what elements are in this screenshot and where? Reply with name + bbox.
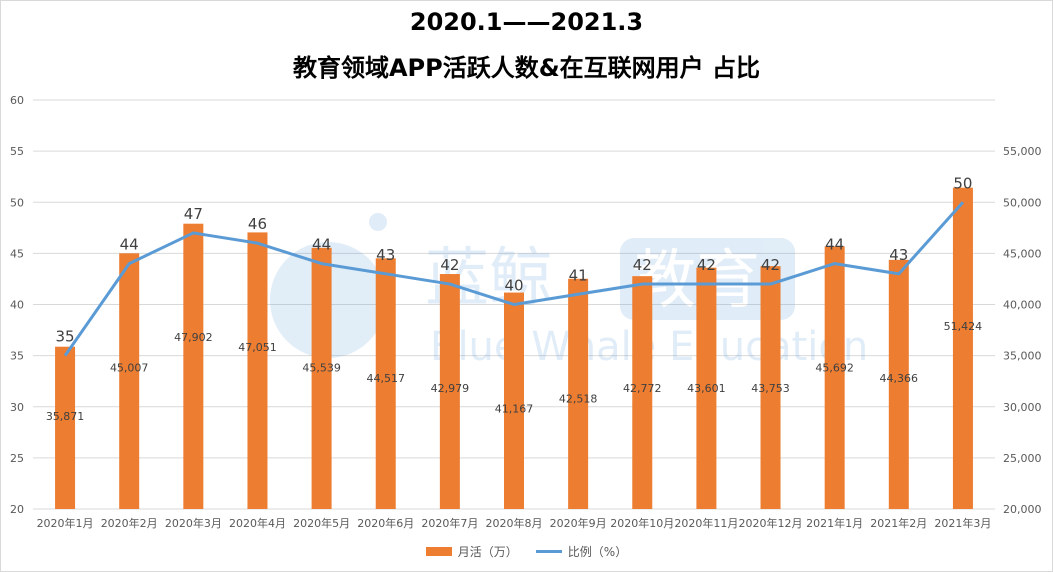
right-axis-tick-label: 35,000 xyxy=(1003,350,1042,363)
bar xyxy=(55,346,76,509)
left-axis-tick-label: 45 xyxy=(10,247,24,260)
bar xyxy=(247,232,268,510)
x-axis-tick-label: 2021年3月 xyxy=(934,516,991,530)
x-axis-tick-label: 2020年9月 xyxy=(550,516,607,530)
x-axis-tick-label: 2020年3月 xyxy=(165,516,222,530)
bar-data-label: 42,518 xyxy=(559,392,598,405)
x-axis-tick-label: 2020年10月 xyxy=(610,516,674,530)
line-data-label: 42 xyxy=(440,256,459,274)
bar-data-label: 44,517 xyxy=(366,372,405,385)
svg-text:教育: 教育 xyxy=(632,244,760,318)
bar-data-label: 42,979 xyxy=(431,382,470,395)
bar-data-label: 43,753 xyxy=(751,382,790,395)
line-data-label: 42 xyxy=(697,256,716,274)
line-data-label: 44 xyxy=(825,236,844,254)
line-data-label: 43 xyxy=(889,246,908,264)
left-axis-tick-label: 50 xyxy=(10,196,24,209)
left-axis-tick-label: 20 xyxy=(10,503,24,516)
series-line xyxy=(63,201,965,357)
chart-title-line2: 教育领域APP活跃人数&在互联网用户 占比 xyxy=(292,54,761,82)
x-axis-tick-label: 2020年8月 xyxy=(486,516,543,530)
bar xyxy=(311,247,332,510)
bar-data-label: 47,902 xyxy=(174,331,213,344)
right-axis-tick-label: 50,000 xyxy=(1003,196,1042,209)
chart-title-line1: 2020.1——2021.3 xyxy=(409,8,644,36)
x-axis-tick-label: 2020年11月 xyxy=(674,516,738,530)
bar xyxy=(888,259,909,509)
bar xyxy=(119,253,140,509)
x-axis-tick-label: 2021年2月 xyxy=(870,516,927,530)
right-axis-tick-label: 45,000 xyxy=(1003,247,1042,260)
line-data-label: 46 xyxy=(248,215,267,233)
line-data-label: 50 xyxy=(953,174,972,192)
right-axis-tick-label: 55,000 xyxy=(1003,145,1042,158)
bar xyxy=(632,276,653,509)
bar xyxy=(952,187,973,509)
bar xyxy=(760,266,781,509)
x-axis-tick-label: 2020年7月 xyxy=(421,516,478,530)
left-axis-tick-label: 55 xyxy=(10,145,24,158)
right-axis-tick-label: 25,000 xyxy=(1003,452,1042,465)
bar xyxy=(439,274,460,509)
left-axis-tick-label: 35 xyxy=(10,350,24,363)
bar xyxy=(568,278,589,509)
bar-data-label: 45,007 xyxy=(110,362,149,375)
bar-data-label: 42,772 xyxy=(623,382,662,395)
bar xyxy=(504,292,524,509)
line-data-label: 43 xyxy=(376,246,395,264)
line-data-label: 44 xyxy=(312,236,331,254)
legend-bar-label: 月活（万） xyxy=(457,545,518,559)
line-data-label: 47 xyxy=(184,205,203,223)
x-axis-tick-label: 2020年1月 xyxy=(37,516,94,530)
line-data-label: 42 xyxy=(761,256,780,274)
legend-bar-swatch xyxy=(425,547,452,556)
line-data-label: 41 xyxy=(569,266,588,284)
bar-data-label: 45,539 xyxy=(302,362,341,375)
line-data-label: 40 xyxy=(504,277,523,295)
bar-data-label: 41,167 xyxy=(495,403,534,416)
bar xyxy=(696,267,717,509)
x-axis-tick-label: 2020年6月 xyxy=(357,516,414,530)
legend-line-swatch xyxy=(535,550,562,553)
right-axis-tick-label: 20,000 xyxy=(1003,503,1042,516)
legend-line-label: 比例（%） xyxy=(567,545,628,559)
line-data-label: 44 xyxy=(120,236,139,254)
left-axis-tick-label: 40 xyxy=(10,299,24,312)
bar-data-label: 47,051 xyxy=(238,341,277,354)
x-axis-tick-label: 2020年4月 xyxy=(229,516,286,530)
x-axis-tick-label: 2020年2月 xyxy=(101,516,158,530)
x-axis-tick-label: 2020年5月 xyxy=(293,516,350,530)
left-axis-tick-label: 60 xyxy=(10,94,24,107)
right-axis-tick-label: 30,000 xyxy=(1003,401,1042,414)
bar-data-label: 45,692 xyxy=(815,362,854,375)
bar xyxy=(375,258,396,509)
bar-data-label: 51,424 xyxy=(944,320,983,333)
bar-data-label: 43,601 xyxy=(687,382,726,395)
line-data-label: 42 xyxy=(633,256,652,274)
line-data-label: 35 xyxy=(56,328,75,346)
bar-data-label: 35,871 xyxy=(46,410,85,423)
left-axis-tick-label: 25 xyxy=(10,452,24,465)
x-axis-tick-label: 2020年12月 xyxy=(739,516,803,530)
bar xyxy=(183,223,204,509)
bar xyxy=(824,246,845,509)
left-axis-tick-label: 30 xyxy=(10,401,24,414)
chart-legend: 月活（万） 比例（%） xyxy=(0,543,1053,560)
right-axis-tick-label: 40,000 xyxy=(1003,299,1042,312)
x-axis-tick-label: 2021年1月 xyxy=(806,516,863,530)
bar-data-label: 44,366 xyxy=(880,372,919,385)
